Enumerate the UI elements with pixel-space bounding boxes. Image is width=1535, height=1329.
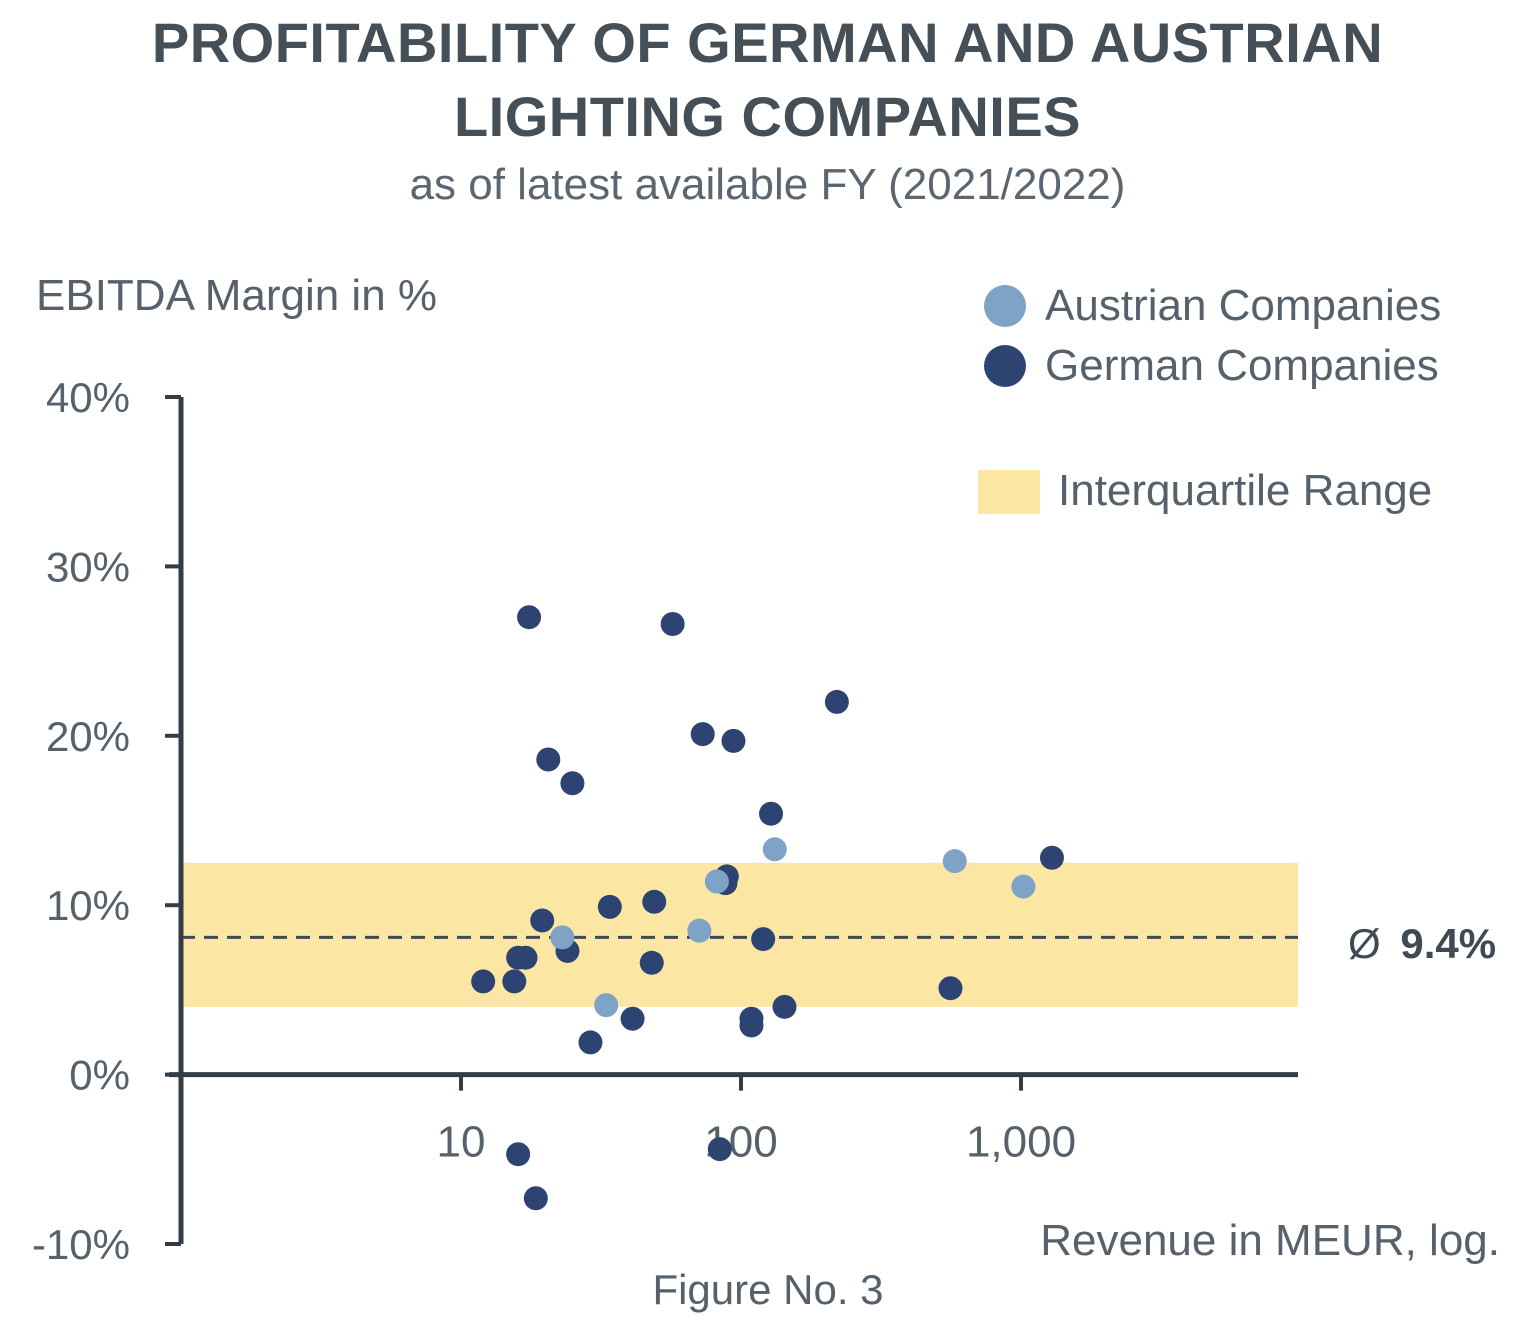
data-point-german: [639, 950, 664, 975]
chart-title-line2: LIGHTING COMPANIES: [453, 85, 1082, 148]
chart-subtitle: as of latest available FY (2021/2022): [409, 160, 1126, 209]
data-point-austrian: [942, 849, 967, 874]
data-point-german: [660, 611, 685, 636]
y-tick-label: 30%: [46, 543, 130, 590]
data-point-german: [824, 689, 849, 714]
data-point-austrian: [704, 869, 729, 894]
legend-label-iqr: Interquartile Range: [1058, 466, 1432, 515]
data-point-german: [739, 1013, 764, 1038]
y-tick-label: -10%: [32, 1221, 130, 1268]
data-point-german: [759, 801, 784, 826]
average-annotation: Ø 9.4%: [1348, 920, 1496, 967]
data-point-german: [517, 605, 542, 630]
data-point-austrian: [687, 918, 712, 943]
data-point-german: [523, 1186, 548, 1211]
data-point-austrian: [594, 993, 619, 1018]
data-point-german: [560, 771, 585, 796]
data-point-german: [578, 1030, 603, 1055]
chart-title-line1: PROFITABILITY OF GERMAN AND AUSTRIAN: [151, 11, 1384, 74]
x-tick-label: 1,000: [966, 1118, 1076, 1167]
interquartile-range-band: [181, 862, 1298, 1007]
legend: Austrian Companies German Companies Inte…: [978, 281, 1441, 515]
average-value-label: 9.4%: [1400, 920, 1496, 967]
legend-marker-iqr: [978, 470, 1040, 514]
y-tick-label: 10%: [46, 882, 130, 929]
data-point-german: [597, 894, 622, 919]
legend-marker-austrian: [984, 285, 1026, 327]
data-point-german: [938, 976, 963, 1001]
y-axis-label: EBITDA Margin in %: [36, 271, 437, 320]
data-point-german: [530, 908, 555, 933]
x-axis-label: Revenue in MEUR, log.: [1040, 1216, 1500, 1265]
data-point-german: [513, 945, 538, 970]
y-tick-label: 0%: [69, 1052, 130, 1099]
figure-caption: Figure No. 3: [652, 1266, 883, 1313]
data-point-german: [707, 1137, 732, 1162]
y-tick-label: 20%: [46, 713, 130, 760]
data-point-german: [721, 728, 746, 753]
data-point-german: [502, 969, 527, 994]
x-tick-label: 10: [437, 1118, 486, 1167]
data-point-german: [506, 1142, 531, 1167]
data-point-german: [772, 994, 797, 1019]
data-point-german: [690, 722, 715, 747]
data-point-german: [536, 747, 561, 772]
data-point-german: [471, 969, 496, 994]
data-point-german: [751, 927, 776, 952]
data-point-austrian: [1011, 874, 1036, 899]
legend-label-austrian: Austrian Companies: [1045, 281, 1441, 330]
legend-marker-german: [984, 345, 1026, 387]
data-point-german: [1039, 845, 1064, 870]
data-point-austrian: [550, 925, 575, 950]
y-tick-label: 40%: [46, 374, 130, 421]
average-symbol: Ø: [1348, 920, 1381, 967]
data-point-german: [642, 889, 667, 914]
data-point-german: [620, 1006, 645, 1031]
legend-label-german: German Companies: [1045, 341, 1439, 390]
data-point-austrian: [762, 837, 787, 862]
